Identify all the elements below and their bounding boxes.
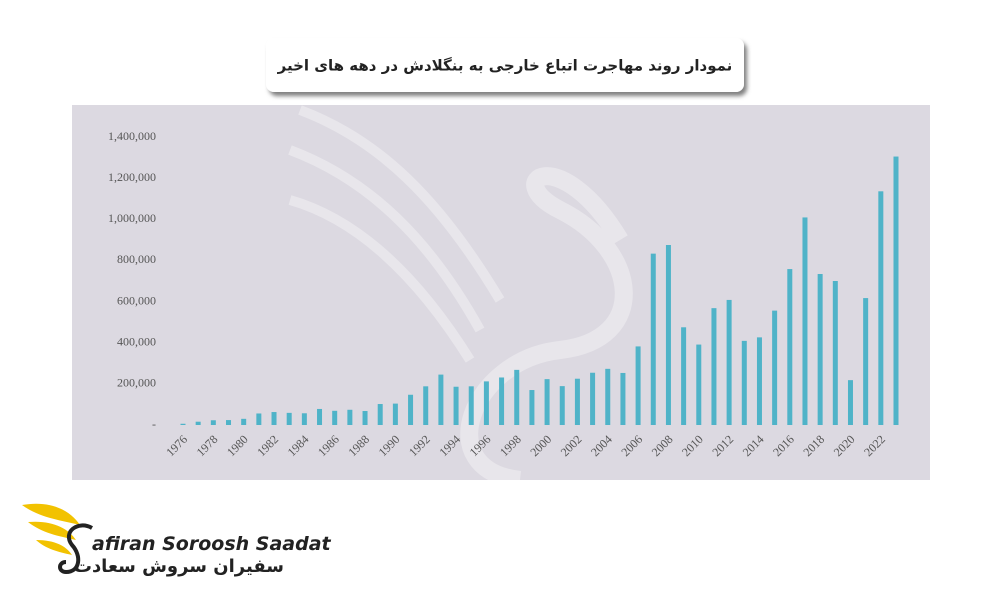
bar [863,298,869,425]
bar [226,420,232,425]
bar [847,380,853,425]
bar [468,386,474,425]
bar [499,377,505,425]
brand-name: afiran Soroosh Saadat [92,533,332,555]
bar [787,269,793,425]
bar [271,412,277,425]
bar [772,310,778,425]
chart-title: نمودار روند مهاجرت اتباع خارجی به بنگلاد… [277,57,733,75]
bar [514,369,520,425]
y-tick-label: 1,200,000 [108,170,156,184]
title-box [266,38,744,92]
bar [408,394,414,425]
bar [802,217,808,425]
bar [180,423,186,425]
y-tick-label: - [152,417,156,431]
bar [650,253,656,425]
bar [362,411,368,425]
bar [392,403,398,425]
bar [832,281,838,425]
bar [453,386,459,425]
bar [256,413,262,425]
bar [878,191,884,425]
bar [347,409,353,425]
bar [665,245,671,425]
logo: afiran Soroosh Saadat سفیران سروش سعادت [22,503,332,577]
y-tick-label: 800,000 [117,252,156,266]
bar [559,386,565,425]
bar [741,340,747,425]
bar [317,408,323,425]
y-tick-label: 400,000 [117,334,156,348]
bar [620,372,626,425]
y-tick-label: 1,400,000 [108,129,156,143]
bar [195,421,201,425]
bar [438,374,444,425]
bar [605,368,611,425]
bar [893,156,899,426]
bar [711,308,717,425]
bar [332,410,338,425]
bar [635,346,641,425]
bar [590,372,596,425]
bar [377,404,383,425]
bar [301,413,307,425]
bar [241,418,247,425]
y-tick-label: 1,000,000 [108,211,156,225]
bar [756,337,762,425]
bar [696,344,702,425]
bar [483,381,489,425]
bar [681,327,687,425]
bar [286,412,292,425]
y-tick-label: 600,000 [117,293,156,307]
brand-name-fa: سفیران سروش سعادت [74,556,284,577]
bar [726,299,732,425]
bar [423,386,429,425]
bar [210,420,216,425]
bar [574,378,580,425]
bar [817,274,823,425]
bar [529,390,535,425]
y-tick-label: 200,000 [117,376,156,390]
bar [544,379,550,425]
